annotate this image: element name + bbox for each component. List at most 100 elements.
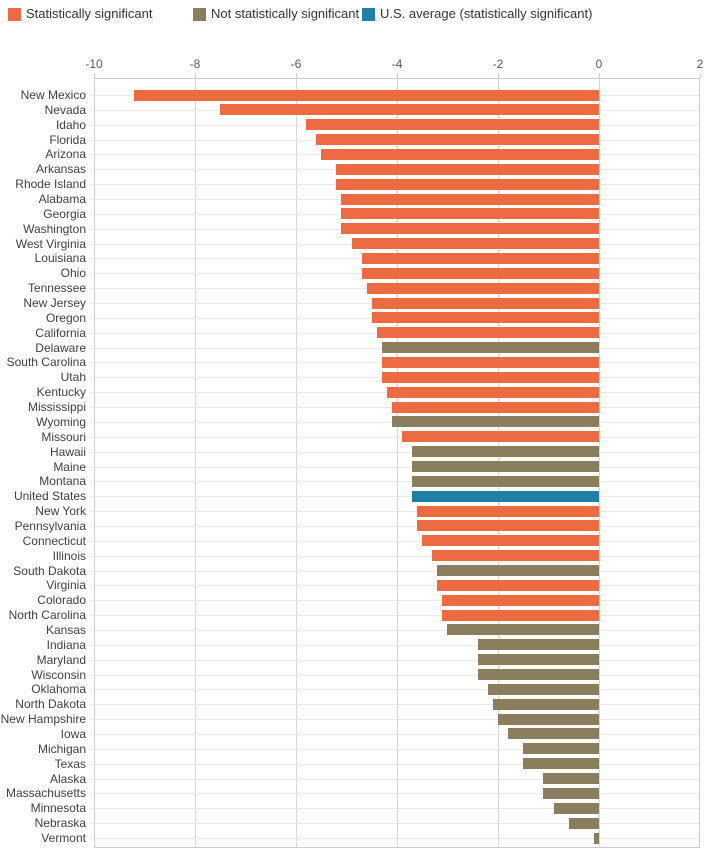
bar-maryland: [478, 654, 599, 665]
bar-new-mexico: [134, 90, 599, 101]
bar-oregon: [372, 312, 599, 323]
state-label: Rhode Island: [15, 177, 86, 191]
legend-swatch-icon: [193, 7, 206, 21]
state-label: West Virginia: [15, 237, 86, 251]
legend-label: Statistically significant: [26, 6, 153, 21]
gridline-horizontal: [89, 541, 699, 542]
bar-south-carolina: [382, 357, 599, 368]
bar-west-virginia: [352, 238, 599, 249]
gridline-vertical: [195, 79, 196, 847]
bar-vermont: [594, 833, 599, 844]
gridline-vertical: [397, 79, 398, 847]
state-label: New Mexico: [20, 88, 86, 102]
state-label: New Hampshire: [0, 712, 86, 726]
legend-swatch-icon: [362, 7, 375, 21]
bar-iowa: [508, 728, 599, 739]
state-label: Virginia: [46, 578, 86, 592]
legend-item-significant[interactable]: Statistically significant: [8, 6, 152, 22]
bar-alaska: [543, 773, 599, 784]
gridline-horizontal: [89, 467, 699, 468]
state-label: Hawaii: [49, 445, 86, 459]
state-label: Oklahoma: [31, 682, 86, 696]
state-label: Alabama: [38, 192, 86, 206]
state-label: Nebraska: [34, 816, 86, 830]
bar-connecticut: [422, 535, 599, 546]
x-tick-mark: [397, 73, 398, 78]
state-label: Iowa: [60, 727, 86, 741]
state-label: Delaware: [35, 341, 86, 355]
state-label: Florida: [49, 133, 86, 147]
state-label: New York: [35, 504, 86, 518]
state-label: Arkansas: [35, 162, 86, 176]
x-tick-mark: [195, 73, 196, 78]
bar-massachusetts: [543, 788, 599, 799]
state-label: Washington: [23, 222, 86, 236]
state-label: Minnesota: [30, 801, 86, 815]
state-label: New Jersey: [23, 296, 86, 310]
gridline-horizontal: [89, 511, 699, 512]
gridline-horizontal: [89, 838, 699, 839]
state-label: Maine: [53, 460, 86, 474]
gridline-vertical: [599, 79, 600, 847]
bar-rhode-island: [336, 179, 599, 190]
gridline-horizontal: [89, 779, 699, 780]
bar-nevada: [220, 104, 599, 115]
bar-indiana: [478, 639, 599, 650]
x-tick-label: 2: [696, 57, 704, 71]
bar-south-dakota: [437, 565, 599, 576]
state-label: Vermont: [41, 831, 86, 845]
x-tick-label: -6: [290, 57, 302, 71]
gridline-horizontal: [89, 481, 699, 482]
gridline-horizontal: [89, 660, 699, 661]
bar-north-carolina: [442, 610, 599, 621]
bar-texas: [523, 758, 599, 769]
bar-new-york: [417, 506, 599, 517]
state-label: Arizona: [45, 147, 86, 161]
state-label: Oregon: [45, 311, 86, 325]
gridline-horizontal: [89, 452, 699, 453]
gridline-horizontal: [89, 808, 699, 809]
state-label: Mississippi: [27, 400, 86, 414]
state-label: Michigan: [37, 742, 86, 756]
x-tick-label: -4: [391, 57, 403, 71]
state-label: Louisiana: [34, 251, 86, 265]
state-label: Maryland: [36, 653, 86, 667]
state-label: Tennessee: [27, 281, 86, 295]
state-label: Wyoming: [36, 415, 86, 429]
state-label: Ohio: [60, 266, 86, 280]
x-tick-mark: [599, 73, 600, 78]
bar-louisiana: [362, 253, 599, 264]
gridline-horizontal: [89, 793, 699, 794]
state-label: Idaho: [55, 118, 86, 132]
x-tick-mark: [700, 73, 701, 78]
gridline-horizontal: [89, 823, 699, 824]
x-tick-label: -10: [85, 57, 103, 71]
state-label: South Dakota: [13, 564, 86, 578]
gridline-horizontal: [89, 689, 699, 690]
legend-item-not_significant[interactable]: Not statistically significant: [193, 6, 359, 22]
gridline-vertical: [296, 79, 297, 847]
gridline-horizontal: [89, 675, 699, 676]
bar-montana: [412, 476, 599, 487]
state-label: United States: [13, 489, 86, 503]
state-label: North Dakota: [15, 697, 86, 711]
legend-item-us_average[interactable]: U.S. average (statistically significant): [362, 6, 592, 22]
state-label: Texas: [54, 757, 86, 771]
bar-florida: [316, 134, 599, 145]
bar-new-hampshire: [498, 714, 599, 725]
gridline-horizontal: [89, 764, 699, 765]
state-label: Wisconsin: [31, 668, 86, 682]
bar-kansas: [447, 624, 599, 635]
bar-oklahoma: [488, 684, 599, 695]
bar-missouri: [402, 431, 599, 442]
bar-maine: [412, 461, 599, 472]
gridline-horizontal: [89, 585, 699, 586]
gridline-horizontal: [89, 719, 699, 720]
bar-united-states: [412, 491, 599, 502]
bar-kentucky: [387, 387, 599, 398]
legend-swatch-icon: [8, 7, 21, 21]
bar-colorado: [442, 595, 599, 606]
gridline-horizontal: [89, 615, 699, 616]
bar-washington: [341, 223, 599, 234]
